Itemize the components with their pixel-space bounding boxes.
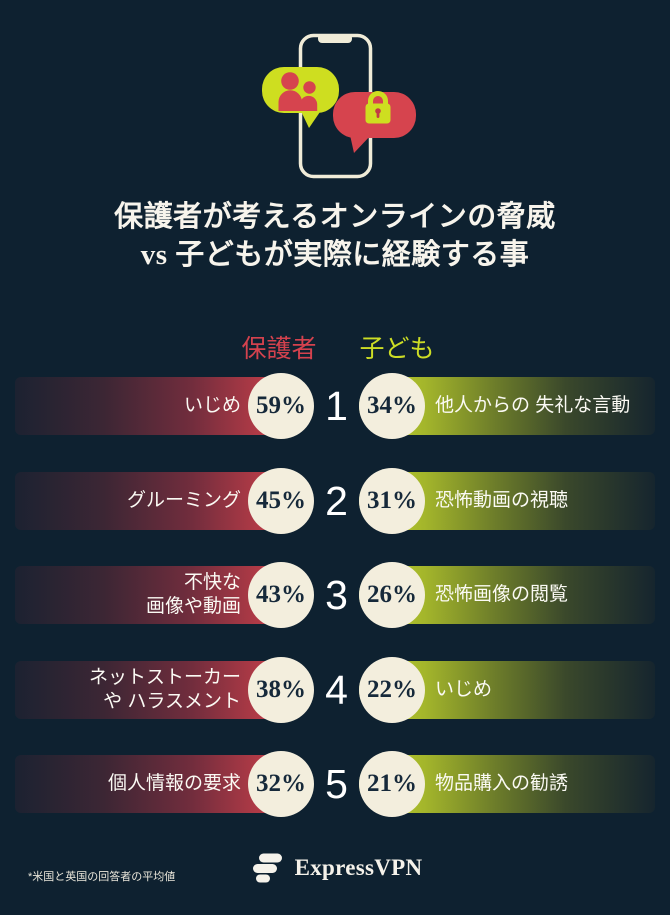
kids-percentage-badge: 31% — [359, 468, 425, 534]
comparison-row-4: ネットストーカー や ハラスメント いじめ 38% 4 22% — [0, 657, 670, 723]
phone-chat-illustration — [262, 33, 416, 179]
parents-threat-label: 不快な 画像や動画 — [145, 572, 241, 617]
brand-name: ExpressVPN — [294, 855, 423, 880]
rank-number: 5 — [325, 760, 348, 807]
page-title-line1: 保護者が考えるオンラインの脅威 — [114, 201, 556, 233]
kids-percentage-badge: 22% — [359, 657, 425, 723]
kids-percentage-badge: 26% — [359, 562, 425, 628]
parents-threat-label: 個人情報の要求 — [107, 773, 241, 794]
parents-percentage-badge: 45% — [248, 468, 314, 534]
column-header-parents: 保護者 — [241, 336, 317, 363]
kids-threat-label: 物品購入の勧誘 — [435, 773, 569, 794]
footnote: *米国と英国の回答者の平均値 — [28, 871, 176, 883]
parents-percentage-badge: 43% — [248, 562, 314, 628]
column-header-kids: 子ども — [359, 336, 435, 363]
parents-threat-label: グルーミング — [126, 490, 241, 511]
parent-child-chat-bubble-icon — [262, 67, 339, 128]
comparison-row-2: グルーミング 恐怖動画の視聴 45% 2 31% — [0, 468, 670, 534]
kids-threat-label: 恐怖画像の閲覧 — [435, 584, 569, 605]
kids-percentage-badge: 21% — [359, 751, 425, 817]
brand-logo: ExpressVPN — [0, 847, 670, 889]
parents-percentage-badge: 59% — [248, 373, 314, 439]
parents-threat-label: いじめ — [183, 395, 241, 416]
parents-percentage-badge: 38% — [248, 657, 314, 723]
page-title: 保護者が考えるオンラインの脅威 vs 子どもが実際に経験する事 — [0, 198, 670, 274]
comparison-row-1: いじめ 他人からの 失礼な言動 59% 1 34% — [0, 373, 670, 439]
parents-threat-label: ネットストーカー や ハラスメント — [88, 667, 241, 712]
kids-threat-label: いじめ — [435, 679, 493, 700]
comparison-row-3: 不快な 画像や動画 恐怖画像の閲覧 43% 3 26% — [0, 562, 670, 628]
expressvpn-logo-icon — [252, 853, 282, 883]
rank-number: 2 — [325, 477, 348, 524]
rank-number: 4 — [325, 666, 348, 713]
comparison-row-5: 個人情報の要求 物品購入の勧誘 32% 5 21% — [0, 751, 670, 817]
kids-percentage-badge: 34% — [359, 373, 425, 439]
page-title-line2: vs 子どもが実際に経験する事 — [140, 239, 530, 271]
lock-chat-bubble-icon — [333, 91, 416, 153]
rank-number: 3 — [325, 571, 348, 618]
kids-threat-label: 他人からの 失礼な言動 — [435, 395, 631, 416]
parents-percentage-badge: 32% — [248, 751, 314, 817]
rank-number: 1 — [325, 382, 348, 429]
kids-threat-label: 恐怖動画の視聴 — [435, 490, 569, 511]
